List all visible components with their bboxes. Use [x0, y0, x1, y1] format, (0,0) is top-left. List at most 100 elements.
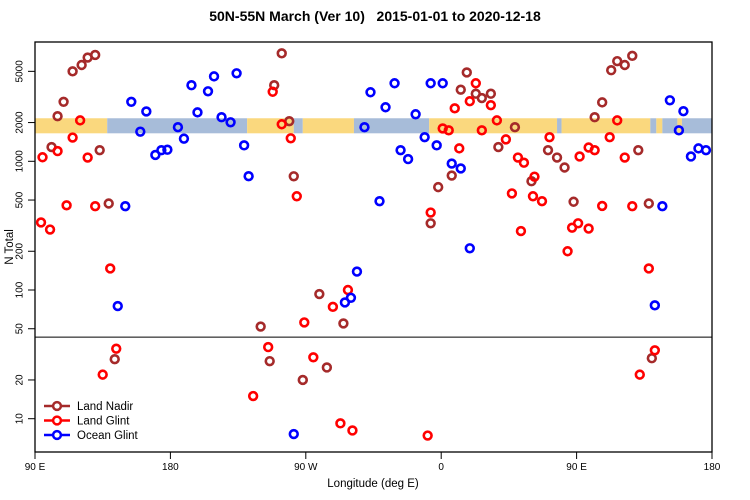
point-land-glint — [61, 200, 72, 211]
point-land-glint — [276, 119, 287, 130]
point-ocean-glint — [216, 112, 227, 123]
point-ocean-glint — [664, 95, 676, 106]
point-land-glint — [583, 223, 594, 234]
point-ocean-glint — [365, 87, 376, 98]
point-ocean-glint — [126, 96, 137, 107]
point-land-glint — [111, 343, 122, 354]
point-ocean-glint — [120, 200, 131, 212]
band-segment-land — [561, 118, 651, 134]
point-land-nadir — [619, 59, 630, 71]
point-land-nadir — [276, 48, 287, 59]
y-tick-label: 10 — [15, 413, 26, 425]
point-land-nadir — [52, 111, 63, 122]
x-tick-label: 180 — [162, 462, 179, 473]
point-ocean-glint — [186, 80, 197, 91]
point-land-nadir — [94, 144, 105, 156]
point-ocean-glint — [402, 153, 414, 165]
point-land-glint — [476, 125, 488, 136]
point-land-glint — [506, 188, 518, 199]
point-land-nadir — [633, 144, 644, 156]
x-tick-label: 0 — [438, 462, 444, 473]
legend: Land Nadir Land Glint Ocean Glint — [44, 400, 139, 442]
point-ocean-glint — [156, 144, 167, 156]
point-land-glint — [285, 133, 296, 144]
x-tick-label: 180 — [704, 462, 721, 473]
point-land-glint — [627, 200, 638, 212]
point-land-glint — [619, 152, 630, 163]
band-segment-land — [302, 118, 354, 134]
axis-ticks: 10 20 50 100 200 500 1000 2000 5000 90 E 180 90 W 0 9… — [15, 60, 721, 473]
x-tick-label: 90 E — [566, 462, 587, 473]
point-land-glint — [634, 369, 645, 380]
point-land-nadir — [589, 112, 600, 123]
point-land-nadir — [509, 122, 521, 133]
legend-label-ocean-glint: Ocean Glint — [77, 430, 139, 442]
x-tick-label: 90 E — [25, 462, 46, 473]
point-land-glint — [512, 152, 524, 163]
point-ocean-glint — [380, 102, 391, 113]
point-ocean-glint — [374, 195, 385, 207]
point-ocean-glint — [112, 300, 123, 312]
point-ocean-glint — [446, 158, 457, 169]
point-land-nadir — [425, 218, 436, 229]
point-ocean-glint — [225, 117, 236, 128]
point-land-glint — [536, 195, 548, 207]
point-land-nadir — [606, 65, 617, 76]
point-land-glint — [515, 225, 527, 237]
point-ocean-glint — [389, 78, 400, 89]
point-land-nadir — [264, 355, 275, 367]
point-land-glint — [443, 125, 454, 136]
point-land-glint — [44, 224, 56, 235]
band-segment-ocean — [557, 118, 562, 134]
point-land-glint — [464, 96, 475, 107]
point-land-nadir — [646, 353, 658, 364]
point-land-nadir — [493, 141, 504, 153]
point-ocean-glint — [150, 149, 161, 161]
point-land-nadir — [103, 198, 114, 209]
point-ocean-glint — [678, 106, 689, 117]
point-ocean-glint — [178, 133, 190, 144]
point-land-nadir — [338, 318, 349, 329]
point-ocean-glint — [437, 78, 448, 89]
legend-item-ocean-glint: Ocean Glint — [44, 429, 139, 442]
legend-marker-land-nadir — [51, 400, 63, 412]
point-ocean-glint — [162, 144, 173, 155]
point-ocean-glint — [202, 86, 214, 97]
point-land-nadir — [314, 288, 325, 300]
legend-marker-ocean-glint — [51, 429, 63, 441]
point-land-glint — [327, 301, 339, 313]
point-land-glint — [262, 341, 274, 353]
plot-border — [34, 41, 713, 453]
point-land-nadir — [643, 198, 655, 209]
point-ocean-glint — [238, 140, 250, 151]
point-ocean-glint — [141, 106, 152, 117]
point-land-nadir — [89, 49, 101, 61]
point-land-glint — [247, 390, 259, 402]
point-land-glint — [97, 369, 108, 380]
point-ocean-glint — [192, 107, 203, 118]
y-tick-label: 5000 — [15, 60, 26, 83]
data-points — [35, 48, 712, 441]
point-ocean-glint — [172, 122, 184, 133]
point-land-glint — [267, 86, 278, 97]
point-ocean-glint — [288, 428, 299, 440]
y-axis-title: N Total — [4, 229, 16, 265]
point-land-nadir — [76, 59, 87, 71]
point-land-glint — [643, 263, 655, 274]
point-land-glint — [589, 144, 600, 156]
point-land-nadir — [67, 66, 78, 77]
x-axis-title: Longitude (deg E) — [327, 478, 419, 490]
point-land-nadir — [255, 321, 266, 332]
band-segment-ocean — [681, 118, 712, 134]
legend-label-land-nadir: Land Nadir — [77, 401, 133, 413]
y-tick-label: 500 — [15, 191, 26, 208]
point-land-glint — [308, 352, 319, 363]
band-segment-land — [429, 118, 558, 134]
band-segment-ocean — [353, 118, 430, 134]
legend-marker-land-glint — [51, 415, 63, 426]
y-tick-label: 2000 — [15, 111, 26, 134]
point-land-glint — [89, 200, 101, 212]
band-segment-ocean — [662, 118, 678, 134]
point-land-glint — [518, 157, 530, 168]
